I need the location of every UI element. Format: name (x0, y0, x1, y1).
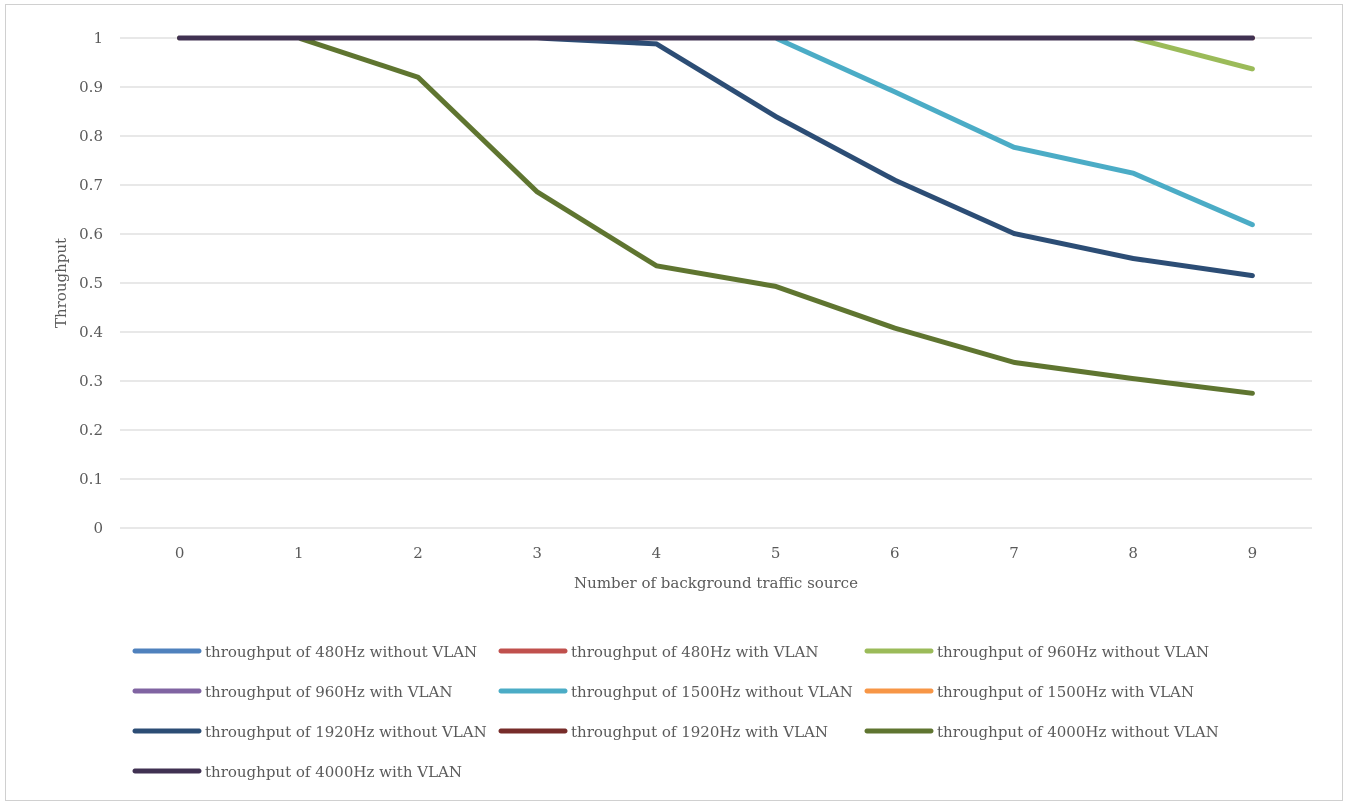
x-axis-title: Number of background traffic source (574, 574, 858, 592)
y-tick-label: 0.1 (79, 470, 103, 488)
legend-item: throughput of 960Hz with VLAN (132, 683, 452, 701)
y-tick-label: 1 (93, 29, 103, 47)
y-axis-ticks: 0 0.1 0.2 0.3 0.4 0.5 0.6 0.7 0.8 0.9 1 (79, 29, 103, 537)
x-tick-label: 3 (532, 544, 542, 562)
series-line-8 (177, 35, 1255, 396)
legend-label: throughput of 960Hz without VLAN (937, 643, 1209, 661)
legend-item: throughput of 1500Hz with VLAN (864, 683, 1194, 701)
legend-label: throughput of 480Hz with VLAN (571, 643, 818, 661)
x-axis-ticks: 0 1 2 3 4 5 6 7 8 9 (175, 544, 1257, 562)
x-tick-label: 8 (1128, 544, 1138, 562)
x-tick-label: 9 (1248, 544, 1258, 562)
legend-label: throughput of 1500Hz with VLAN (937, 683, 1194, 701)
legend-label: throughput of 480Hz without VLAN (205, 643, 477, 661)
legend-item: throughput of 1920Hz with VLAN (498, 723, 828, 741)
x-tick-label: 4 (652, 544, 662, 562)
legend: throughput of 480Hz without VLAN throughp… (132, 643, 1219, 781)
y-tick-label: 0 (93, 519, 103, 537)
x-tick-label: 2 (413, 544, 423, 562)
y-tick-label: 0.3 (79, 372, 103, 390)
y-tick-label: 0.6 (79, 225, 103, 243)
legend-item: throughput of 1920Hz without VLAN (132, 723, 487, 741)
x-tick-label: 1 (294, 544, 304, 562)
legend-item: throughput of 480Hz without VLAN (132, 643, 477, 661)
x-tick-label: 7 (1009, 544, 1019, 562)
legend-label: throughput of 960Hz with VLAN (205, 683, 452, 701)
gridlines (120, 37, 1312, 529)
legend-item: throughput of 480Hz with VLAN (498, 643, 818, 661)
chart-frame (5, 4, 1343, 801)
y-tick-label: 0.8 (79, 127, 103, 145)
legend-item: throughput of 4000Hz with VLAN (132, 763, 462, 781)
y-tick-label: 0.2 (79, 421, 103, 439)
y-tick-label: 0.4 (79, 323, 103, 341)
series-line-6 (177, 35, 1255, 279)
legend-label: throughput of 1500Hz without VLAN (571, 683, 853, 701)
legend-item: throughput of 4000Hz without VLAN (864, 723, 1219, 741)
legend-item: throughput of 1500Hz without VLAN (498, 683, 853, 701)
x-tick-label: 5 (771, 544, 781, 562)
legend-label: throughput of 4000Hz without VLAN (937, 723, 1219, 741)
y-tick-label: 0.7 (79, 176, 103, 194)
legend-item: throughput of 960Hz without VLAN (864, 643, 1209, 661)
y-tick-label: 0.9 (79, 78, 103, 96)
legend-label: throughput of 4000Hz with VLAN (205, 763, 462, 781)
x-tick-label: 0 (175, 544, 185, 562)
legend-label: throughput of 1920Hz without VLAN (205, 723, 487, 741)
legend-label: throughput of 1920Hz with VLAN (571, 723, 828, 741)
series-line-4 (177, 35, 1255, 228)
x-tick-label: 6 (890, 544, 900, 562)
y-axis-title: Throughput (52, 238, 70, 328)
y-tick-label: 0.5 (79, 274, 103, 292)
series-lines (177, 35, 1255, 396)
